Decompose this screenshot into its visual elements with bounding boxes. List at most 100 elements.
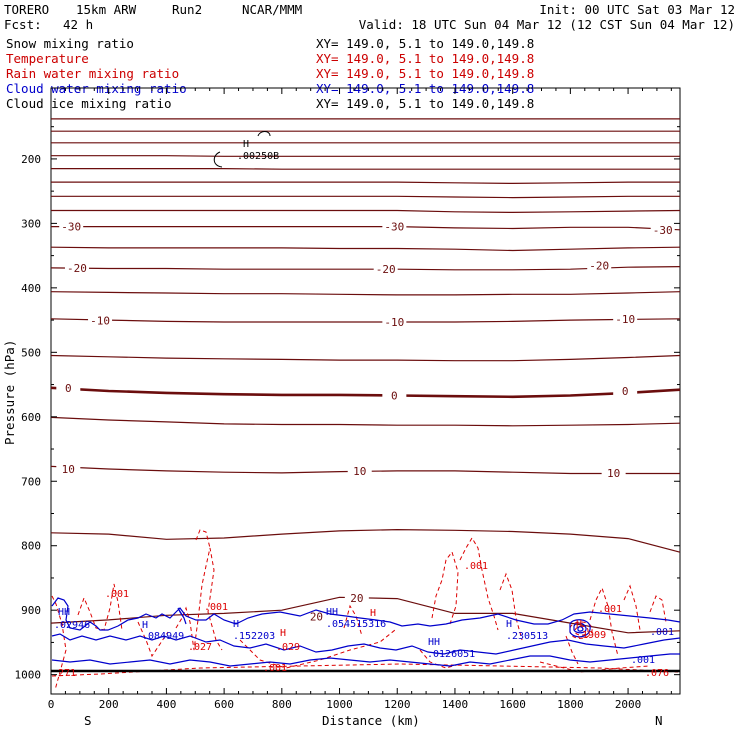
isotherm-line — [51, 168, 680, 170]
cloud-high-marker: HH — [58, 607, 70, 618]
isotherm-label-bg — [382, 316, 407, 328]
x-tick-label: 0 — [48, 698, 55, 711]
isotherm-line — [50, 291, 681, 296]
isotherm-label-bg — [344, 591, 369, 603]
header: TORERO 15km ARW Run2 NCAR/MMM Init: 00 U… — [4, 2, 735, 32]
org-label: NCAR/MMM — [242, 2, 302, 17]
rain-label: .076 — [645, 668, 669, 679]
rain-label: .001 — [631, 655, 655, 666]
y-tick-label: 200 — [21, 153, 41, 166]
rain-label: .001 — [105, 589, 129, 600]
y-tick-label: 600 — [21, 411, 41, 424]
y-tick-label: 800 — [21, 540, 41, 553]
cloud-high-marker: HH — [326, 607, 338, 618]
isotherm-label: 10 — [353, 465, 366, 478]
isotherm-line — [51, 155, 680, 157]
y-tick-label: 700 — [21, 475, 41, 488]
rain-high-marker: H — [576, 619, 582, 630]
isotherm-label: 0 — [622, 385, 629, 398]
snow-label: .00250B — [237, 151, 279, 162]
isotherm-label-bg — [347, 464, 372, 476]
rain-high-marker: H — [370, 608, 376, 619]
isotherm-line — [50, 386, 681, 399]
y-tick-label: 400 — [21, 282, 41, 295]
x-tick-label: 1000 — [326, 698, 353, 711]
rain-label: .001 — [650, 627, 674, 638]
isotherm-label: -20 — [589, 259, 609, 272]
rain-label: .001 — [204, 602, 228, 613]
isotherm-label: 10 — [607, 467, 620, 480]
isotherm-label-bg — [373, 263, 398, 275]
resolution-label: 15km ARW — [76, 2, 137, 17]
isotherm-line — [50, 528, 681, 553]
legend-field-name: Rain water mixing ratio — [6, 66, 179, 81]
run-label: Run2 — [172, 2, 202, 17]
temperature-contours — [50, 118, 681, 634]
legend-field-name: Temperature — [6, 51, 89, 66]
cloud-label: .152203 — [233, 631, 275, 642]
cloud-label: .054515316 — [326, 619, 386, 630]
isotherm-label-bg — [382, 389, 407, 401]
isotherm-line — [50, 416, 681, 427]
axes: 0 200 400 600 800 1000 1200 1400 1600 1800 2000200… — [15, 88, 680, 711]
isotherm-line — [50, 318, 681, 323]
isotherm-line — [50, 354, 681, 362]
isotherm-label-bg — [613, 385, 638, 396]
x-tick-label: 1600 — [499, 698, 526, 711]
fcst-label: Fcst: — [4, 17, 42, 32]
fcst-value: 42 h — [63, 17, 93, 32]
isotherm-line — [50, 266, 681, 271]
isotherm-label: -30 — [61, 221, 81, 234]
snow-contours — [213, 131, 271, 168]
x-tick-label: 1200 — [384, 698, 411, 711]
isotherm-line — [51, 209, 681, 214]
isotherm-labels: -30 -30 -30 -20 -20 -20 -10 -10 -10 0 0 0 10 10 10 20 20 — [56, 220, 675, 624]
cloud-label: .02946 — [54, 620, 90, 631]
rain-label: .001 — [464, 561, 488, 572]
legend-field-xy: XY= 149.0, 5.1 to 149.0,149.8 — [316, 96, 534, 111]
valid-time: Valid: 18 UTC Sun 04 Mar 12 (12 CST Sun … — [359, 17, 735, 32]
y-axis-label: Pressure (hPa) — [2, 340, 17, 445]
isotherm-line — [50, 246, 681, 252]
isotherm-label: 20 — [350, 592, 363, 605]
isotherm-label-bg — [56, 463, 81, 475]
legend-field-xy: XY= 149.0, 5.1 to 149.0,149.8 — [316, 51, 534, 66]
x-end-label-south: S — [84, 713, 92, 728]
isotherm-label: 0 — [65, 382, 72, 395]
isotherm-label-bg — [59, 220, 84, 232]
isotherm-label: -20 — [376, 263, 396, 276]
model-name: TORERO — [4, 2, 49, 17]
isotherm-label-bg — [64, 261, 89, 273]
legend-field-xy: XY= 149.0, 5.1 to 149.0,149.8 — [316, 66, 534, 81]
isotherm-line — [51, 226, 681, 231]
isotherm-line — [51, 195, 680, 199]
rain-high-marker: H — [280, 628, 286, 639]
cloud-high-marker: HH — [428, 637, 440, 648]
cloud-water-contours — [51, 597, 681, 667]
legend-field-name: Snow mixing ratio — [6, 36, 134, 51]
cloud-high-marker: H — [506, 619, 512, 630]
x-end-label-north: N — [655, 713, 663, 728]
cloud-label: .084949 — [142, 631, 184, 642]
y-tick-label: 900 — [21, 604, 41, 617]
field-value-labels: H .00250B HH .02946 H .084949 H .152203 … — [52, 139, 674, 679]
isotherm-label-bg — [613, 312, 638, 324]
x-tick-label: 1800 — [557, 698, 584, 711]
isotherm-label-bg — [601, 466, 626, 478]
x-tick-label: 200 — [99, 698, 119, 711]
isotherm-label: -10 — [384, 316, 404, 329]
rain-water-contours — [51, 529, 679, 691]
isotherm-label: 10 — [62, 463, 75, 476]
rain-label: .029 — [276, 642, 300, 653]
cloud-label: .230513 — [506, 631, 548, 642]
x-tick-label: 800 — [272, 698, 292, 711]
isotherm-label: -10 — [615, 313, 635, 326]
cloud-high-marker: H — [142, 620, 148, 631]
isotherm-label: -10 — [90, 315, 110, 328]
init-time: Init: 00 UTC Sat 03 Mar 12 — [539, 2, 735, 17]
y-tick-label: 500 — [21, 346, 41, 359]
isotherm-label-bg — [88, 314, 113, 326]
isotherm-line — [51, 181, 680, 185]
field-legend: Snow mixing ratio XY= 149.0, 5.1 to 149.0… — [6, 36, 534, 111]
